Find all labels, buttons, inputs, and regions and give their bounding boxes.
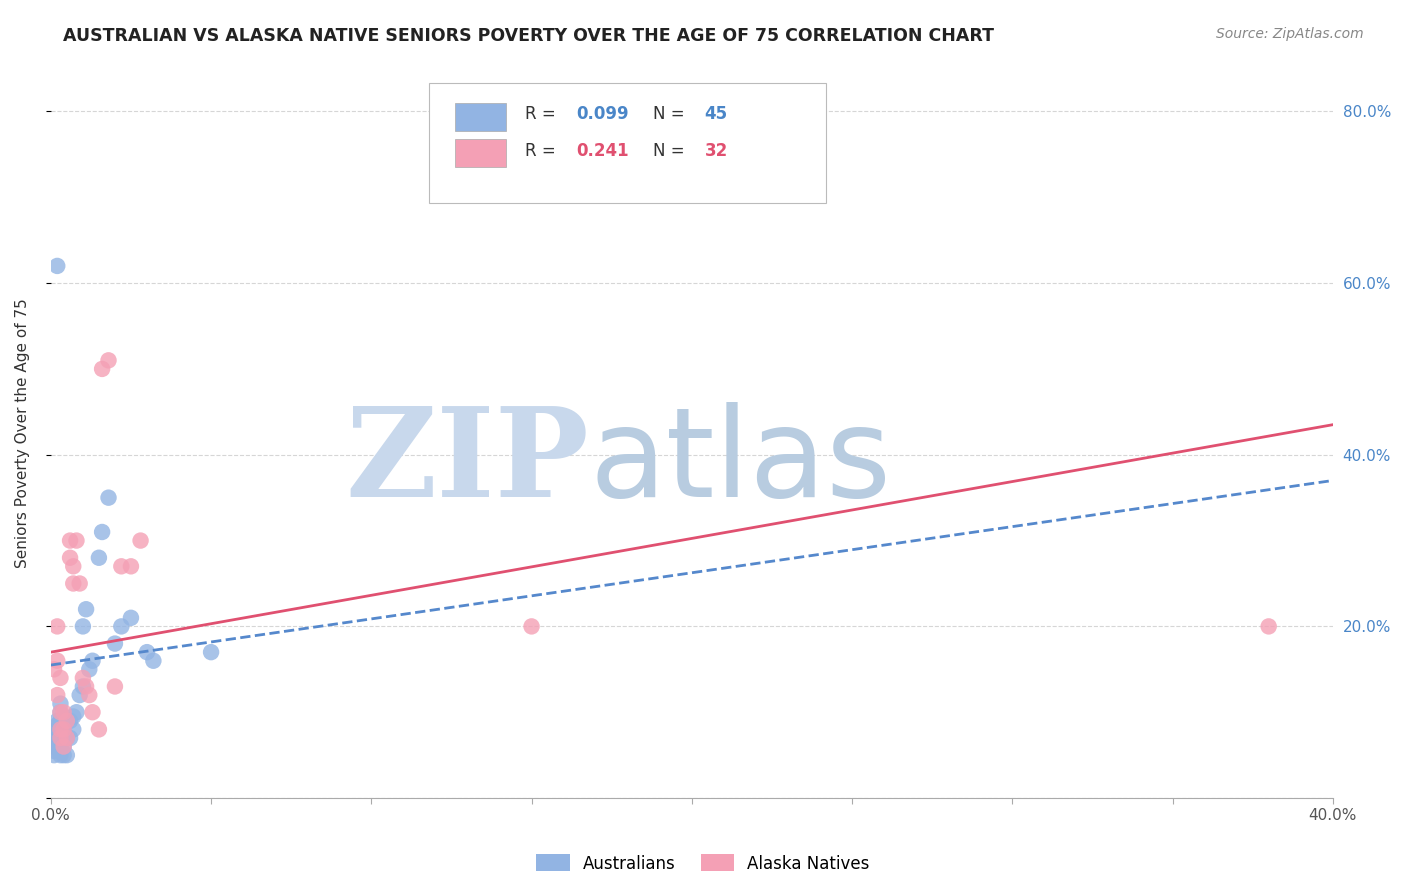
Text: Source: ZipAtlas.com: Source: ZipAtlas.com <box>1216 27 1364 41</box>
Point <box>75 602 97 616</box>
Point <box>87 723 110 737</box>
Point <box>129 533 152 548</box>
Point <box>62 709 84 723</box>
Point <box>42 739 65 754</box>
Text: N =: N = <box>654 142 685 160</box>
Point <box>120 559 142 574</box>
Point <box>42 744 65 758</box>
FancyBboxPatch shape <box>454 103 506 130</box>
Point <box>97 491 120 505</box>
Point <box>56 714 79 728</box>
Point <box>56 748 79 763</box>
Point <box>49 723 72 737</box>
Point <box>52 705 75 719</box>
Point <box>59 714 82 728</box>
Point <box>49 705 72 719</box>
Point <box>49 748 72 763</box>
Point <box>79 662 101 676</box>
Point <box>520 619 543 633</box>
Point <box>120 611 142 625</box>
Point <box>46 718 69 732</box>
Point <box>75 680 97 694</box>
Point <box>91 362 114 376</box>
Point <box>46 723 69 737</box>
Point <box>52 709 75 723</box>
Point <box>72 680 94 694</box>
Point <box>87 550 110 565</box>
Point <box>56 731 79 745</box>
Point <box>79 688 101 702</box>
Point <box>110 559 132 574</box>
Text: 32: 32 <box>704 142 728 160</box>
FancyBboxPatch shape <box>454 139 506 167</box>
Point <box>46 731 69 745</box>
Point <box>72 671 94 685</box>
Point <box>42 748 65 763</box>
Point <box>69 688 91 702</box>
Point <box>49 671 72 685</box>
Point <box>49 697 72 711</box>
FancyBboxPatch shape <box>429 83 827 203</box>
Point <box>46 259 69 273</box>
Legend: Australians, Alaska Natives: Australians, Alaska Natives <box>530 847 876 880</box>
Point <box>56 714 79 728</box>
Point <box>49 731 72 745</box>
Point <box>62 576 84 591</box>
Point <box>49 714 72 728</box>
Point <box>110 619 132 633</box>
Point <box>46 654 69 668</box>
Point <box>46 714 69 728</box>
Point <box>49 705 72 719</box>
Point <box>49 731 72 745</box>
Text: 45: 45 <box>704 105 728 123</box>
Text: R =: R = <box>526 105 555 123</box>
Point <box>72 619 94 633</box>
Point <box>52 739 75 754</box>
Point <box>200 645 222 659</box>
Point <box>42 662 65 676</box>
Point <box>136 645 159 659</box>
Point <box>65 705 87 719</box>
Text: AUSTRALIAN VS ALASKA NATIVE SENIORS POVERTY OVER THE AGE OF 75 CORRELATION CHART: AUSTRALIAN VS ALASKA NATIVE SENIORS POVE… <box>63 27 994 45</box>
Point <box>52 731 75 745</box>
Point <box>91 524 114 539</box>
Point <box>69 576 91 591</box>
Point <box>52 723 75 737</box>
Point <box>59 550 82 565</box>
Point <box>104 636 127 650</box>
Point <box>59 731 82 745</box>
Point <box>142 654 165 668</box>
Y-axis label: Seniors Poverty Over the Age of 75: Seniors Poverty Over the Age of 75 <box>15 299 30 568</box>
Point <box>52 723 75 737</box>
Point <box>65 533 87 548</box>
Point <box>46 735 69 749</box>
Point <box>56 731 79 745</box>
Point <box>52 739 75 754</box>
Text: R =: R = <box>526 142 555 160</box>
Point <box>97 353 120 368</box>
Point <box>46 727 69 741</box>
Point <box>59 533 82 548</box>
Point <box>46 688 69 702</box>
Point <box>62 559 84 574</box>
Point <box>82 705 104 719</box>
Point <box>104 680 127 694</box>
Point <box>62 723 84 737</box>
Point <box>1257 619 1279 633</box>
Point <box>52 748 75 763</box>
Point <box>49 723 72 737</box>
Text: ZIP: ZIP <box>346 402 589 523</box>
Point <box>49 739 72 754</box>
Point <box>46 619 69 633</box>
Text: atlas: atlas <box>589 402 891 523</box>
Text: N =: N = <box>654 105 685 123</box>
Text: 0.241: 0.241 <box>576 142 628 160</box>
Point <box>82 654 104 668</box>
Text: 0.099: 0.099 <box>576 105 628 123</box>
